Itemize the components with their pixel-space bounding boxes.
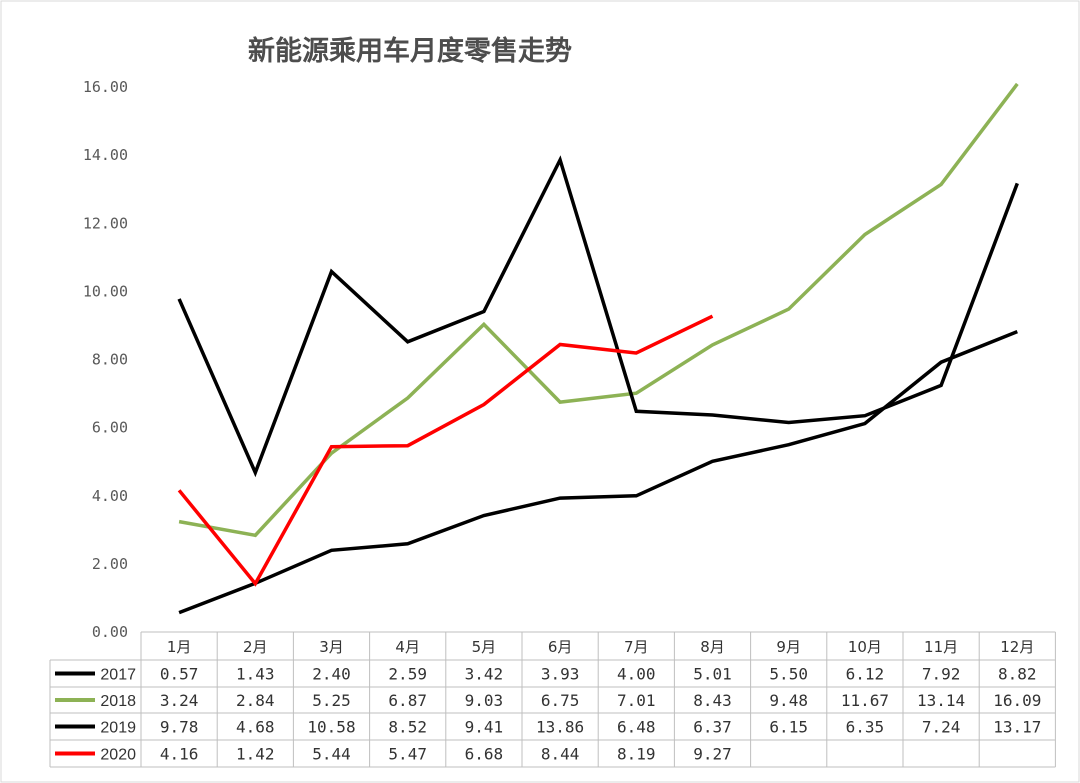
y-tick-label: 12.00	[83, 214, 128, 232]
series-lines	[177, 82, 1019, 615]
table-cell: 4.68	[236, 718, 275, 737]
category-label: 8月	[700, 638, 725, 656]
data-table: 1月 2月 3月 4月 5月 6月 7月 8月 9月 10月 11月 12月 2017 0.57 1.43 2…	[49, 631, 1056, 768]
table-cell: 9.41	[465, 718, 504, 737]
y-tick-label: 16.00	[83, 78, 128, 96]
table-cell: 7.01	[617, 691, 656, 710]
table-cell: 6.87	[388, 691, 427, 710]
category-label: 2月	[243, 638, 268, 656]
category-label: 9月	[776, 638, 801, 656]
table-cell: 16.09	[993, 691, 1041, 710]
table-cell: 1.42	[236, 745, 275, 764]
table-cell: 9.03	[465, 691, 504, 710]
legend-label: 2020	[100, 747, 136, 764]
y-tick-label: 14.00	[83, 146, 128, 164]
table-cell: 5.44	[312, 745, 351, 764]
table-cell: 6.37	[693, 718, 732, 737]
table-cell: 5.25	[312, 691, 351, 710]
table-cell: 2.40	[312, 665, 351, 684]
y-tick-label: 8.00	[92, 351, 128, 369]
table-cell: 9.27	[693, 745, 732, 764]
category-label: 6月	[548, 638, 573, 656]
table-cell: 8.19	[617, 745, 656, 764]
legend-label: 2019	[100, 720, 136, 737]
table-cell: 13.17	[993, 718, 1041, 737]
table-cell: 6.15	[769, 718, 808, 737]
series-line-2020	[177, 314, 714, 587]
y-tick-label: 0.00	[92, 623, 128, 641]
table-cell: 3.93	[541, 665, 580, 684]
series-line-2019	[177, 155, 1019, 478]
y-tick-label: 2.00	[92, 555, 128, 573]
table-cell: 9.78	[160, 718, 199, 737]
category-label: 4月	[395, 638, 420, 656]
category-label: 10月	[848, 638, 882, 656]
table-cell: 0.57	[160, 665, 199, 684]
table-cell: 11.67	[841, 691, 889, 710]
category-label: 5月	[472, 638, 497, 656]
table-cell: 4.16	[160, 745, 199, 764]
table-cell: 5.01	[693, 665, 732, 684]
table-cell: 3.42	[465, 665, 504, 684]
table-cell: 5.50	[769, 665, 808, 684]
table-cell: 9.48	[769, 691, 808, 710]
table-cell: 5.47	[388, 745, 427, 764]
y-tick-label: 4.00	[92, 487, 128, 505]
category-label: 1月	[167, 638, 192, 656]
table-cell: 7.92	[922, 665, 961, 684]
table-cell: 3.24	[160, 691, 199, 710]
y-tick-label: 10.00	[83, 282, 128, 300]
category-label: 11月	[924, 638, 958, 656]
table-cell: 8.82	[998, 665, 1037, 684]
table-cell: 1.43	[236, 665, 275, 684]
category-label: 12月	[1000, 638, 1034, 656]
legend-label: 2018	[100, 693, 136, 710]
y-axis: 0.00 2.00 4.00 6.00 8.00 10.00 12.00 14.00 16.00	[83, 78, 128, 641]
table-cell: 8.44	[541, 745, 580, 764]
table-cell: 8.52	[388, 718, 427, 737]
y-tick-label: 6.00	[92, 419, 128, 437]
table-cell: 7.24	[922, 718, 961, 737]
table-cell: 10.58	[307, 718, 355, 737]
chart-title: 新能源乘用车月度零售走势	[248, 35, 572, 67]
table-cell: 2.59	[388, 665, 427, 684]
series-line-2017	[178, 329, 1018, 615]
table-cell: 6.68	[465, 745, 504, 764]
table-cell: 13.86	[536, 718, 584, 737]
table-cell: 6.12	[846, 665, 885, 684]
table-cell: 6.35	[846, 718, 885, 737]
table-cell: 6.75	[541, 691, 580, 710]
legend-label: 2017	[100, 667, 136, 684]
table-cell: 6.48	[617, 718, 656, 737]
category-label: 3月	[319, 638, 344, 656]
table-cell: 8.43	[693, 691, 732, 710]
table-cell: 4.00	[617, 665, 656, 684]
category-label: 7月	[624, 638, 649, 656]
table-cell: 13.14	[917, 691, 965, 710]
table-cell: 2.84	[236, 691, 275, 710]
